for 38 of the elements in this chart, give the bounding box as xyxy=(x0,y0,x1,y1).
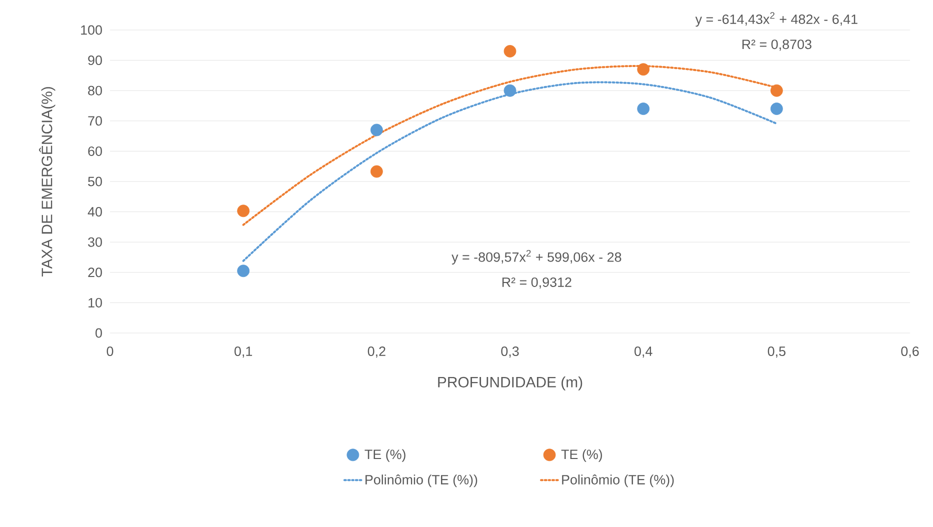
point xyxy=(370,165,383,178)
x-tick-label: 0,2 xyxy=(368,346,386,358)
x-tick-label: 0 xyxy=(106,346,114,356)
point xyxy=(770,84,783,97)
y-tick-label: 0 xyxy=(96,328,102,338)
y-tick-label: 20 xyxy=(88,268,102,278)
y-tick-label: 10 xyxy=(88,298,102,308)
legend-label: TE (%) xyxy=(561,449,602,462)
point xyxy=(237,264,250,278)
point xyxy=(237,204,250,218)
x-tick-label: 0,6 xyxy=(901,346,919,358)
y-tick-label: 60 xyxy=(88,146,102,156)
y-tick-label: 40 xyxy=(88,207,102,217)
text: y = -614,43x$^{2}$ + 482x - 6,41 xyxy=(695,12,858,27)
y-axis-title: TAXA DE EMERGÊNCIA(%) xyxy=(39,87,56,277)
legend-label: Polinômio (TE (%)) xyxy=(562,474,674,488)
y-tick-label: 50 xyxy=(88,176,102,186)
y-tick-label: 90 xyxy=(88,56,102,66)
annotation: R² = 0,9312 xyxy=(502,277,572,289)
legend-label: Polinômio (TE (%)) xyxy=(366,474,478,488)
x-tick-label: 0,4 xyxy=(634,346,652,358)
legend-label: TE (%) xyxy=(364,449,406,462)
x-tick-label: 0,3 xyxy=(501,346,519,358)
y-tick-label: 100 xyxy=(81,25,102,35)
point xyxy=(637,102,650,115)
x-tick-label: 0,1 xyxy=(234,346,252,358)
annotation: y = -809,57x$^{2}$ + 599,06x - 28 xyxy=(452,250,622,265)
y-tick-label: 80 xyxy=(88,86,102,96)
y-tick-label: 30 xyxy=(88,237,102,247)
point xyxy=(770,102,783,115)
x-tick-label: 0,5 xyxy=(768,346,786,358)
point xyxy=(504,84,516,97)
point xyxy=(637,63,650,76)
point xyxy=(370,124,383,136)
x-axis-title: PROFUNDIDADE (m) xyxy=(438,376,582,390)
y-tick-label: 70 xyxy=(88,116,102,126)
point xyxy=(504,45,516,58)
annotation: R² = 0,8703 xyxy=(742,40,812,51)
